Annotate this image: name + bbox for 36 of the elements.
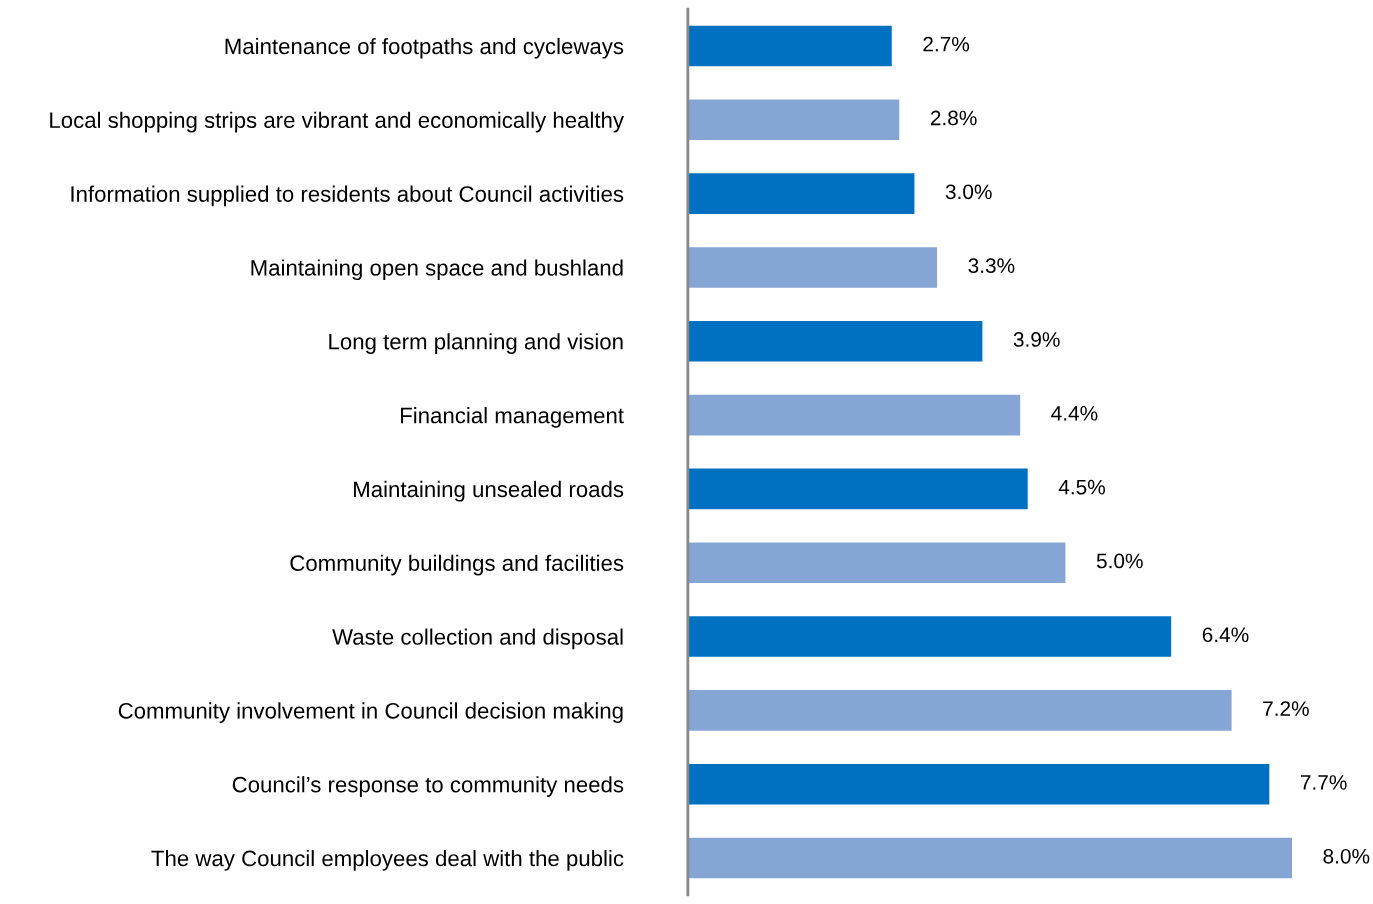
y-tick-label: Long term planning and vision [329,333,623,354]
y-tick-label: Community involvement in Council decision making [118,702,623,724]
bar [687,247,938,288]
data-label: 3.9% [1013,332,1060,347]
data-label: 3.0% [945,184,992,200]
data-label: 6.4% [1202,627,1249,643]
data-label: 5.0% [1096,553,1143,569]
bar [687,542,1066,584]
y-tick-label: The way Council employees deal with the public [151,849,624,871]
bar [687,99,900,141]
data-label: 8.0% [1323,848,1370,864]
y-tick-label: Waste collection and disposal [332,628,623,650]
y-tick-label: Maintaining unsealed roads [354,480,624,502]
bar [687,690,1232,731]
y-tick-label: Local shopping strips are vibrant and economically healthy [50,111,624,133]
bar [687,837,1292,879]
bar [687,468,1028,510]
bar [687,763,1270,805]
y-tick-label: Council’s response to community needs [232,776,624,797]
data-label: 4.5% [1058,479,1105,495]
data-label: 7.2% [1263,701,1309,716]
y-tick-label: Maintaining open space and bushland [251,259,623,281]
data-label: 4.4% [1051,406,1098,421]
bar [687,25,892,67]
y-tick-label: Financial management [401,407,624,428]
data-label: 2.7% [923,36,970,52]
bar [687,394,1021,436]
y-tick-label: Information supplied to residents about Council activities [71,185,624,207]
bar [687,616,1172,657]
data-label: 7.7% [1300,775,1347,790]
bar [687,173,915,214]
y-tick-label: Community buildings and facilities [290,554,624,576]
data-label: 3.3% [968,258,1015,274]
y-tick-label: Maintenance of footpaths and cycleways [225,37,624,59]
data-label: 2.8% [930,110,977,126]
bar [687,320,983,362]
